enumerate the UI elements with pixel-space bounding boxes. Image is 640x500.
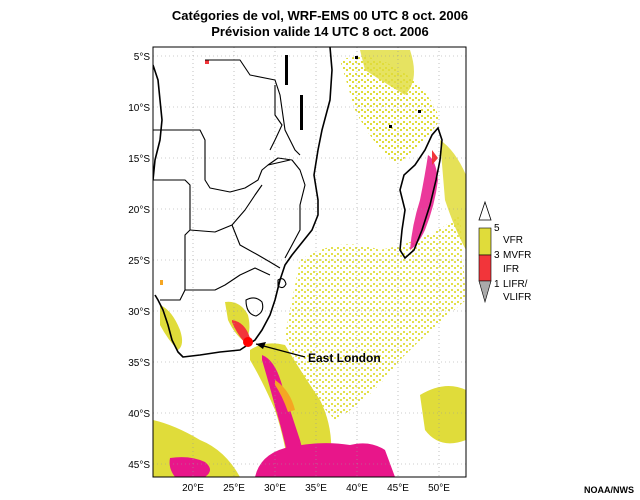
island-north — [355, 56, 358, 59]
graticule — [153, 47, 466, 477]
mvfr-patch-west — [160, 280, 163, 285]
mvfr-region-inland — [232, 320, 250, 342]
east-london-label: East London — [308, 351, 381, 365]
flight-category-fields — [153, 50, 466, 477]
legend-label-ifr: IFR — [503, 264, 519, 275]
lake-malawi — [300, 95, 303, 130]
lon-label: 45°E — [387, 483, 409, 494]
coastline — [153, 47, 333, 358]
legend: 5 VFR 3 MVFR IFR 1 LIFR/ VLIFR — [478, 200, 531, 304]
vfr-speckle-region-east — [285, 215, 466, 420]
mvfr-patch-north — [205, 60, 209, 64]
island-comoros — [389, 125, 392, 128]
lat-label: 45°S — [128, 460, 150, 471]
ifr-region-southwest — [169, 457, 210, 477]
credit-label: NOAA/NWS — [584, 485, 634, 495]
lat-label: 10°S — [128, 103, 150, 114]
east-london-marker — [243, 337, 253, 347]
vfr-region-north — [360, 50, 414, 95]
country-borders — [153, 59, 306, 317]
legend-top-arrow — [478, 200, 492, 221]
lat-label: 30°S — [128, 307, 150, 318]
callout-arrowhead — [256, 342, 266, 349]
lon-label: 25°E — [223, 483, 245, 494]
lon-label: 35°E — [305, 483, 327, 494]
lat-label: 35°S — [128, 358, 150, 369]
legend-swatch-mvfr — [478, 254, 492, 282]
legend-label-vfr: VFR — [503, 235, 523, 246]
vfr-region-madagascar-east — [440, 140, 466, 250]
lat-label: 40°S — [128, 409, 150, 420]
legend-number-1: 1 — [494, 279, 500, 290]
latitude-labels: 5°S 10°S 15°S 20°S 25°S 30°S 35°S 40°S 4… — [128, 52, 150, 471]
map-title-line2: Prévision valide 14 UTC 8 oct. 2006 — [211, 24, 429, 39]
legend-number-5: 5 — [494, 223, 500, 234]
islands-and-lakes — [285, 55, 421, 130]
island-mayotte — [418, 110, 421, 113]
lon-label: 20°E — [182, 483, 204, 494]
ifr-region-bottom — [255, 443, 395, 477]
longitude-labels: 20°E 25°E 30°E 35°E 40°E 45°E 50°E — [182, 483, 450, 494]
vfr-speckle-region-north — [340, 56, 440, 165]
lon-label: 50°E — [428, 483, 450, 494]
legend-number-3: 3 — [494, 250, 500, 261]
legend-label-lifr: LIFR/ — [503, 279, 528, 290]
mvfr-region-madagascar-north — [432, 150, 438, 165]
lat-label: 25°S — [128, 256, 150, 267]
legend-label-mvfr: MVFR — [503, 250, 531, 261]
map-title-line1: Catégories de vol, WRF-EMS 00 UTC 8 oct.… — [171, 8, 469, 23]
vfr-region-southeast — [420, 386, 466, 444]
ifr-region-madagascar — [410, 155, 438, 250]
lon-label: 30°E — [264, 483, 286, 494]
map-frame — [152, 46, 467, 478]
legend-label-vlifr: VLIFR — [503, 292, 531, 303]
legend-swatch-vfr — [478, 227, 492, 256]
legend-bottom-arrow — [478, 280, 492, 304]
mvfr-patch-south — [275, 380, 295, 412]
lat-label: 20°S — [128, 205, 150, 216]
lat-label: 15°S — [128, 154, 150, 165]
lat-label: 5°S — [134, 52, 151, 63]
madagascar-coastline — [399, 126, 443, 260]
lake-tanganyika — [285, 55, 288, 85]
lon-label: 40°E — [346, 483, 368, 494]
